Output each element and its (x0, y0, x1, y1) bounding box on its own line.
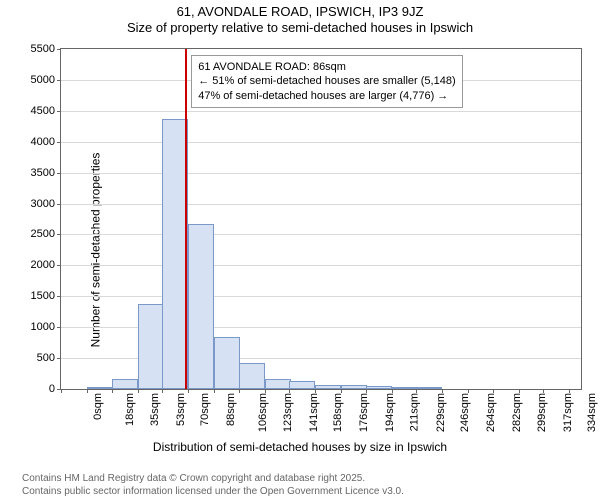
x-tick-mark (112, 389, 113, 393)
y-tick-mark (57, 111, 61, 112)
y-tick-mark (57, 80, 61, 81)
gridline-h (61, 142, 581, 143)
x-tick-label: 53sqm (175, 393, 187, 426)
footer-line-1: Contains HM Land Registry data © Crown c… (22, 472, 404, 485)
x-tick-label: 106sqm (257, 393, 269, 432)
y-tick-mark (57, 358, 61, 359)
y-tick-label: 4500 (31, 105, 55, 117)
y-tick-label: 5500 (31, 43, 55, 55)
x-tick-label: 334sqm (587, 393, 599, 432)
chart-title: 61, AVONDALE ROAD, IPSWICH, IP3 9JZ (0, 4, 600, 20)
x-tick-mark (289, 389, 290, 393)
x-tick-label: 35sqm (149, 393, 161, 426)
y-tick-label: 5000 (31, 74, 55, 86)
x-tick-mark (188, 389, 189, 393)
y-tick-mark (57, 142, 61, 143)
y-tick-label: 3500 (31, 167, 55, 179)
x-tick-label: 246sqm (459, 393, 471, 432)
x-tick-label: 18sqm (124, 393, 136, 426)
marker-line (185, 49, 187, 389)
x-tick-label: 211sqm (408, 393, 420, 431)
x-tick-mark (61, 389, 62, 393)
x-tick-mark (162, 389, 163, 393)
histogram-bar (416, 387, 442, 389)
y-tick-label: 1500 (31, 290, 55, 302)
callout-line: ← 51% of semi-detached houses are smalle… (198, 74, 455, 88)
marker-callout: 61 AVONDALE ROAD: 86sqm← 51% of semi-det… (191, 55, 462, 108)
x-tick-mark (341, 389, 342, 393)
plot-region: 0500100015002000250030003500400045005000… (60, 48, 582, 390)
y-tick-mark (57, 265, 61, 266)
x-tick-mark (366, 389, 367, 393)
x-tick-mark (416, 389, 417, 393)
x-tick-mark (543, 389, 544, 393)
x-tick-label: 299sqm (536, 393, 548, 432)
x-tick-mark (315, 389, 316, 393)
x-tick-mark (239, 389, 240, 393)
gridline-h (61, 296, 581, 297)
x-tick-mark (392, 389, 393, 393)
x-tick-label: 0sqm (92, 393, 104, 420)
x-tick-label: 194sqm (384, 393, 396, 432)
y-tick-mark (57, 173, 61, 174)
histogram-bar (214, 337, 240, 389)
histogram-bar (239, 363, 265, 389)
chart-area: Number of semi-detached properties 05001… (0, 40, 600, 460)
chart-subtitle: Size of property relative to semi-detach… (0, 20, 600, 36)
x-tick-mark (87, 389, 88, 393)
histogram-bar (112, 379, 138, 390)
y-tick-label: 500 (37, 352, 55, 364)
y-tick-mark (57, 204, 61, 205)
histogram-bar (289, 381, 315, 389)
x-tick-mark (569, 389, 570, 393)
x-tick-label: 141sqm (308, 393, 320, 432)
x-tick-label: 123sqm (282, 393, 294, 432)
y-tick-label: 2500 (31, 228, 55, 240)
histogram-bar (341, 385, 367, 389)
x-tick-label: 317sqm (562, 393, 574, 432)
gridline-h (61, 173, 581, 174)
footer-line-2: Contains public sector information licen… (22, 485, 404, 498)
histogram-bar (392, 387, 418, 389)
histogram-bar (138, 304, 164, 389)
y-tick-label: 3000 (31, 198, 55, 210)
gridline-h (61, 265, 581, 266)
y-tick-label: 1000 (31, 321, 55, 333)
x-tick-mark (442, 389, 443, 393)
gridline-h (61, 234, 581, 235)
callout-line: 47% of semi-detached houses are larger (… (198, 89, 455, 103)
y-tick-mark (57, 296, 61, 297)
histogram-bar (265, 379, 291, 390)
x-tick-mark (265, 389, 266, 393)
gridline-h (61, 111, 581, 112)
y-tick-mark (57, 49, 61, 50)
x-tick-label: 282sqm (511, 393, 523, 432)
histogram-bar (87, 387, 113, 389)
x-tick-label: 176sqm (358, 393, 370, 432)
histogram-bar (188, 224, 214, 389)
x-tick-label: 88sqm (225, 393, 237, 426)
y-tick-mark (57, 234, 61, 235)
x-axis-label: Distribution of semi-detached houses by … (153, 440, 447, 454)
histogram-bar (366, 386, 392, 389)
histogram-bar (315, 385, 341, 389)
x-tick-mark (138, 389, 139, 393)
y-tick-label: 2000 (31, 259, 55, 271)
y-tick-label: 0 (49, 383, 55, 395)
x-tick-label: 264sqm (485, 393, 497, 432)
gridline-h (61, 204, 581, 205)
x-tick-mark (214, 389, 215, 393)
y-tick-label: 4000 (31, 136, 55, 148)
x-tick-label: 70sqm (199, 393, 211, 426)
footer-attribution: Contains HM Land Registry data © Crown c… (22, 472, 404, 498)
y-tick-mark (57, 327, 61, 328)
x-tick-mark (493, 389, 494, 393)
x-tick-mark (468, 389, 469, 393)
x-tick-mark (519, 389, 520, 393)
callout-line: 61 AVONDALE ROAD: 86sqm (198, 60, 455, 74)
x-tick-label: 158sqm (332, 393, 344, 432)
x-tick-label: 229sqm (435, 393, 447, 432)
histogram-bar (162, 119, 188, 389)
